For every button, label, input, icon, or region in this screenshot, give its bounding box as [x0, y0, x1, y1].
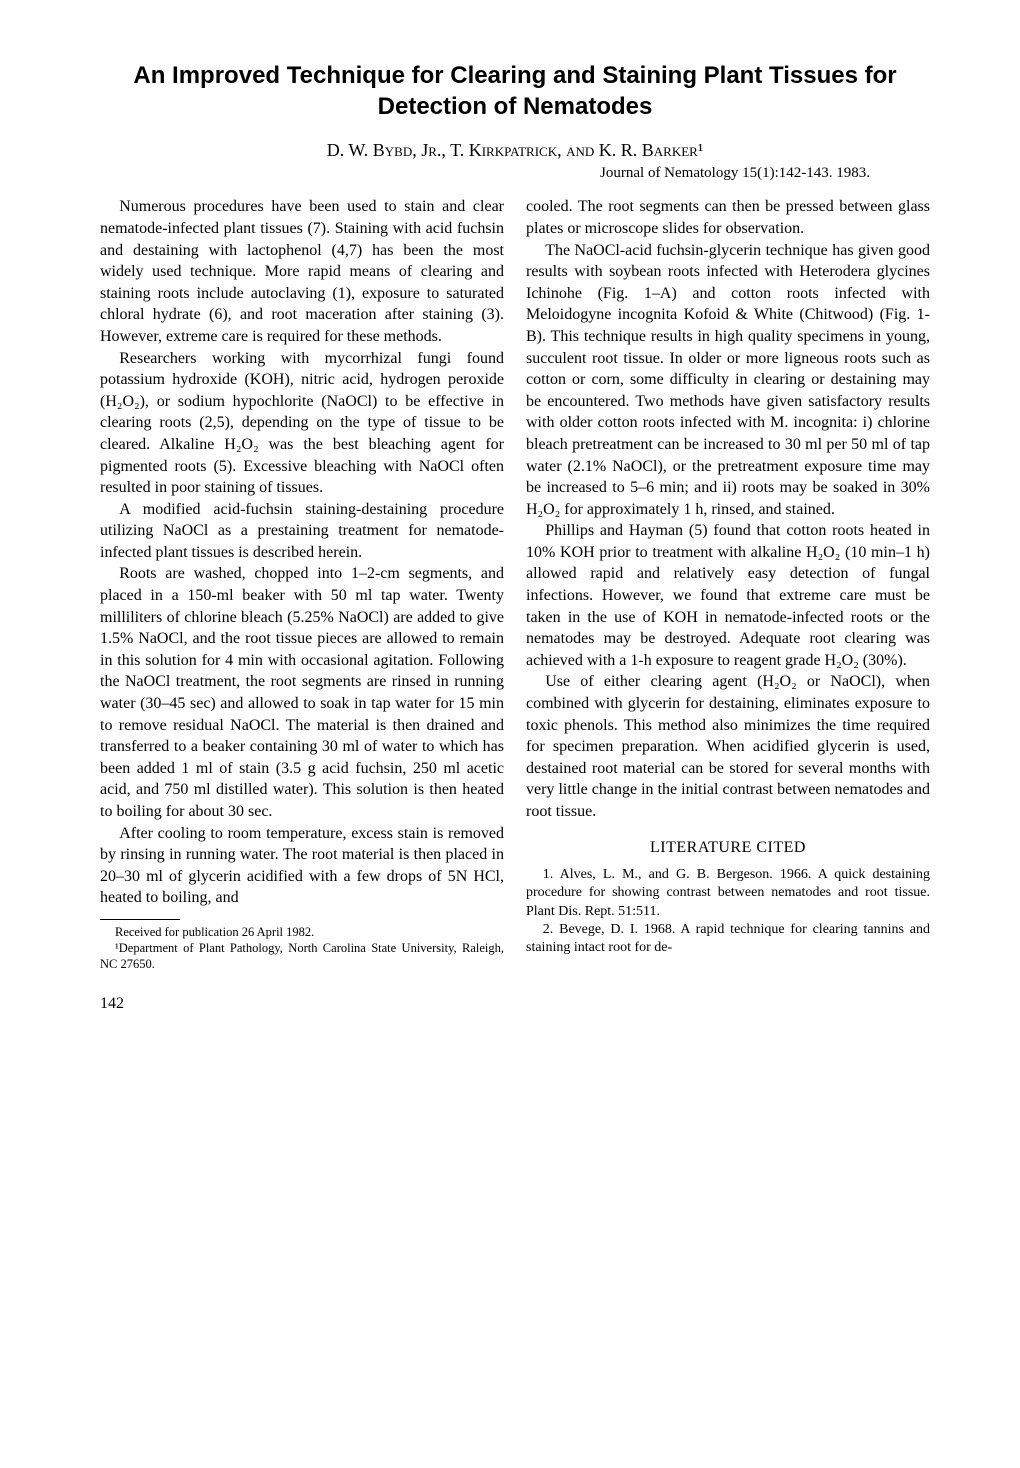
- paragraph: A modified acid-fuchsin staining-destain…: [100, 499, 504, 564]
- authors-line: D. W. Bybd, Jr., T. Kirkpatrick, and K. …: [100, 140, 930, 161]
- reference-entry: 1. Alves, L. M., and G. B. Bergeson. 196…: [526, 866, 930, 921]
- paragraph: cooled. The root segments can then be pr…: [526, 196, 930, 239]
- footnote-separator: [100, 919, 180, 920]
- article-title: An Improved Technique for Clearing and S…: [100, 60, 930, 122]
- paragraph: Use of either clearing agent (H₂O₂ or Na…: [526, 671, 930, 822]
- footnote: Received for publication 26 April 1982.: [100, 924, 504, 940]
- literature-cited-heading: LITERATURE CITED: [526, 837, 930, 859]
- paragraph: The NaOCl-acid fuchsin-glycerin techniqu…: [526, 240, 930, 521]
- paragraph: Researchers working with mycorrhizal fun…: [100, 348, 504, 499]
- footnote: ¹Department of Plant Pathology, North Ca…: [100, 940, 504, 973]
- left-column: Numerous procedures have been used to st…: [100, 196, 504, 1014]
- reference-entry: 2. Bevege, D. I. 1968. A rapid technique…: [526, 921, 930, 957]
- paragraph: After cooling to room temperature, exces…: [100, 823, 504, 909]
- page-number: 142: [100, 993, 504, 1015]
- journal-reference: Journal of Nematology 15(1):142-143. 198…: [100, 165, 930, 182]
- body-columns: Numerous procedures have been used to st…: [100, 196, 930, 1014]
- right-column: cooled. The root segments can then be pr…: [526, 196, 930, 1014]
- paragraph: Roots are washed, chopped into 1–2-cm se…: [100, 563, 504, 822]
- paragraph: Numerous procedures have been used to st…: [100, 196, 504, 347]
- paragraph: Phillips and Hayman (5) found that cotto…: [526, 520, 930, 671]
